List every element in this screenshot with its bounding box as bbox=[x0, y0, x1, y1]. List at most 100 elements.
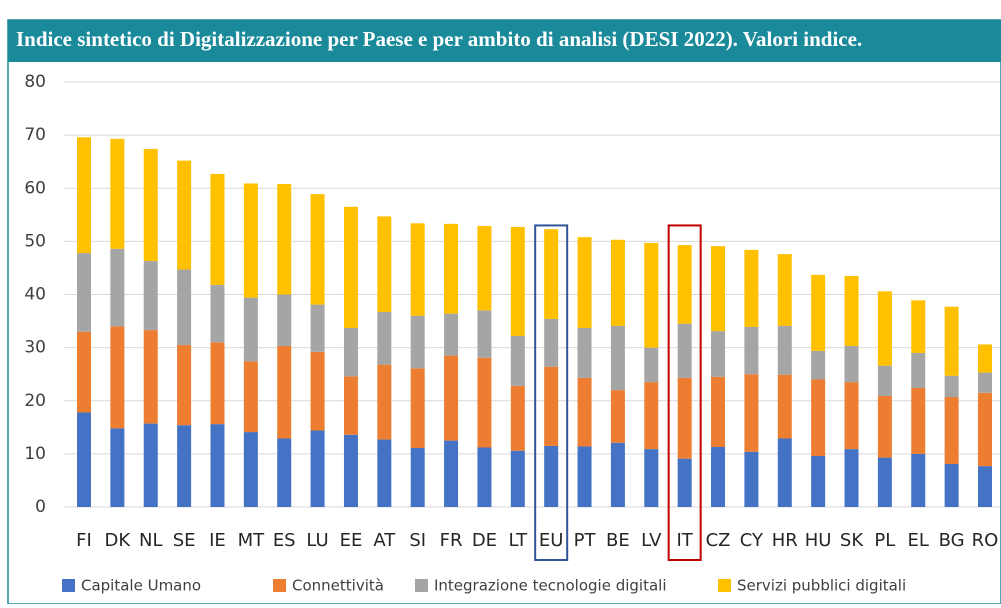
x-tick-label: FI bbox=[76, 530, 92, 551]
bar-segment bbox=[177, 425, 192, 507]
bar-segment bbox=[744, 249, 759, 327]
bar-segment bbox=[343, 434, 358, 507]
bar-segment bbox=[577, 327, 592, 378]
bar-segment bbox=[210, 173, 225, 285]
bar-segment bbox=[444, 440, 459, 507]
bar-segment bbox=[243, 183, 258, 298]
bar-segment bbox=[243, 432, 258, 507]
bar-segment bbox=[711, 331, 726, 377]
x-tick-label: PL bbox=[874, 530, 895, 551]
bar-segment bbox=[610, 442, 625, 507]
y-tick-label: 20 bbox=[24, 391, 46, 411]
x-tick-label: SI bbox=[409, 530, 426, 551]
bar-segment bbox=[977, 392, 992, 467]
bar-segment bbox=[477, 310, 492, 358]
title-bar bbox=[8, 20, 1001, 62]
bar-segment bbox=[677, 377, 692, 459]
bar-segment bbox=[444, 223, 459, 314]
bar-segment bbox=[677, 458, 692, 507]
x-tick-label: SE bbox=[173, 530, 196, 551]
bar-segment bbox=[310, 430, 325, 507]
x-tick-label: HR bbox=[772, 530, 798, 551]
highlight-box bbox=[534, 224, 569, 561]
bar-segment bbox=[310, 304, 325, 352]
x-tick-label: NL bbox=[139, 530, 163, 551]
bar-segment bbox=[610, 325, 625, 391]
bar-segment bbox=[343, 327, 358, 377]
bar-segment bbox=[310, 351, 325, 431]
bar-segment bbox=[110, 326, 125, 429]
bar-segment bbox=[577, 377, 592, 447]
bar-segment bbox=[811, 350, 826, 380]
y-tick-label: 30 bbox=[24, 338, 46, 358]
bar-segment bbox=[644, 382, 659, 450]
bar-segment bbox=[644, 449, 659, 507]
bar-segment bbox=[844, 275, 859, 347]
bar-segment bbox=[744, 374, 759, 452]
bar-segment bbox=[77, 137, 91, 254]
legend-label: Capitale Umano bbox=[81, 577, 201, 595]
y-tick-label: 60 bbox=[24, 178, 46, 198]
bar-segment bbox=[844, 346, 859, 383]
bar-segment bbox=[77, 331, 91, 413]
bar-segment bbox=[977, 466, 992, 507]
bar-segment bbox=[544, 445, 559, 507]
y-tick-label: 50 bbox=[24, 231, 46, 251]
x-tick-label: LU bbox=[306, 530, 328, 551]
x-tick-label: SK bbox=[840, 530, 864, 551]
bar-segment bbox=[277, 294, 292, 347]
legend-label: Integrazione tecnologie digitali bbox=[434, 577, 667, 595]
bar-segment bbox=[110, 138, 125, 249]
legend-swatch bbox=[718, 579, 731, 592]
bar-segment bbox=[877, 395, 892, 458]
x-tick-label: IT bbox=[677, 530, 694, 551]
bar-segment bbox=[711, 446, 726, 507]
x-tick-label: ES bbox=[273, 530, 296, 551]
bar-segment bbox=[477, 447, 492, 507]
bar-segment bbox=[877, 365, 892, 396]
bar-segment bbox=[410, 448, 425, 507]
bar-segment bbox=[343, 206, 358, 328]
bar-segment bbox=[243, 361, 258, 433]
bar-segment bbox=[977, 344, 992, 373]
y-tick-label: 10 bbox=[24, 444, 46, 464]
bar-segment bbox=[811, 274, 826, 351]
x-tick-label: MT bbox=[238, 530, 266, 551]
bar-segment bbox=[510, 227, 525, 336]
bar-segment bbox=[811, 379, 826, 456]
x-tick-label: BG bbox=[939, 530, 965, 551]
bar-segment bbox=[711, 246, 726, 332]
bar-segment bbox=[110, 248, 125, 327]
bar-segment bbox=[377, 216, 392, 313]
bar-segment bbox=[944, 463, 959, 507]
bar-segment bbox=[310, 194, 325, 305]
bar-segment bbox=[911, 300, 926, 353]
bar-segment bbox=[143, 330, 158, 424]
bar-segment bbox=[143, 148, 158, 262]
x-tick-label: AT bbox=[373, 530, 396, 551]
bar-segment bbox=[277, 346, 292, 439]
x-tick-label: HU bbox=[805, 530, 832, 551]
bar-segment bbox=[177, 269, 192, 345]
bar-segment bbox=[811, 456, 826, 507]
bar-segment bbox=[911, 453, 926, 507]
bar-segment bbox=[177, 160, 192, 270]
x-tick-label: EU bbox=[539, 530, 564, 551]
bar-segment bbox=[610, 239, 625, 326]
bar-segment bbox=[377, 364, 392, 440]
bar-segment bbox=[210, 284, 225, 343]
bar-segment bbox=[777, 438, 792, 507]
y-tick-label: 80 bbox=[24, 72, 46, 92]
bar-segment bbox=[444, 313, 459, 356]
highlight-box bbox=[667, 224, 702, 561]
bar-segment bbox=[711, 376, 726, 447]
y-tick-label: 70 bbox=[24, 125, 46, 145]
x-tick-label: DE bbox=[472, 530, 497, 551]
bar-segment bbox=[444, 355, 459, 441]
x-tick-label: PT bbox=[574, 530, 597, 551]
x-tick-label: LV bbox=[641, 530, 662, 551]
bar-segment bbox=[944, 306, 959, 376]
bar-segment bbox=[210, 424, 225, 507]
x-tick-label: CY bbox=[740, 530, 764, 551]
bar-segment bbox=[510, 335, 525, 386]
